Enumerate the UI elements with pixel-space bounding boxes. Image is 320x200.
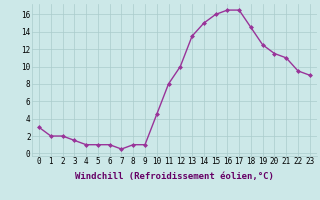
X-axis label: Windchill (Refroidissement éolien,°C): Windchill (Refroidissement éolien,°C) bbox=[75, 172, 274, 181]
